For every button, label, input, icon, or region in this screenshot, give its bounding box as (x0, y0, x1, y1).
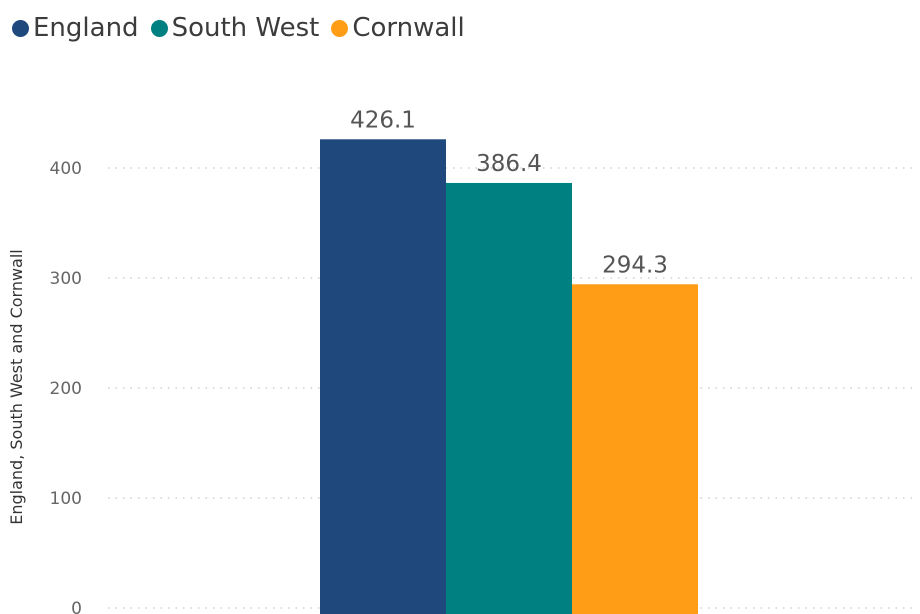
bar-south-west (446, 182, 572, 614)
data-label-england: 426.1 (350, 107, 416, 133)
data-label-south-west: 386.4 (476, 151, 542, 177)
legend-item-cornwall: Cornwall (331, 13, 465, 43)
y-tick-label-0: 0 (71, 599, 82, 614)
y-tick-label-300: 300 (50, 269, 82, 289)
legend-label-cornwall: Cornwall (352, 13, 465, 43)
legend-marker-south-west (150, 19, 168, 37)
legend-label-england: England (33, 13, 139, 43)
y-axis-title: England, South West and Cornwall (7, 249, 26, 525)
y-tick-label-200: 200 (50, 379, 82, 399)
data-labels: 426.1 386.4 294.3 (350, 107, 668, 278)
y-tick-label-100: 100 (50, 489, 82, 509)
bars (320, 139, 698, 614)
legend-item-south-west: South West (150, 13, 320, 43)
legend-item-england: England (12, 13, 139, 43)
legend-marker-cornwall (331, 19, 349, 37)
bar-cornwall (572, 284, 698, 614)
data-label-cornwall: 294.3 (602, 252, 668, 278)
y-axis-ticks: 0 100 200 300 400 (50, 159, 82, 614)
legend-marker-england (12, 19, 29, 37)
bar-england (320, 139, 446, 614)
y-tick-label-400: 400 (50, 159, 82, 179)
legend-label-south-west: South West (171, 13, 320, 43)
chart-legend: England South West Cornwall (12, 8, 477, 48)
